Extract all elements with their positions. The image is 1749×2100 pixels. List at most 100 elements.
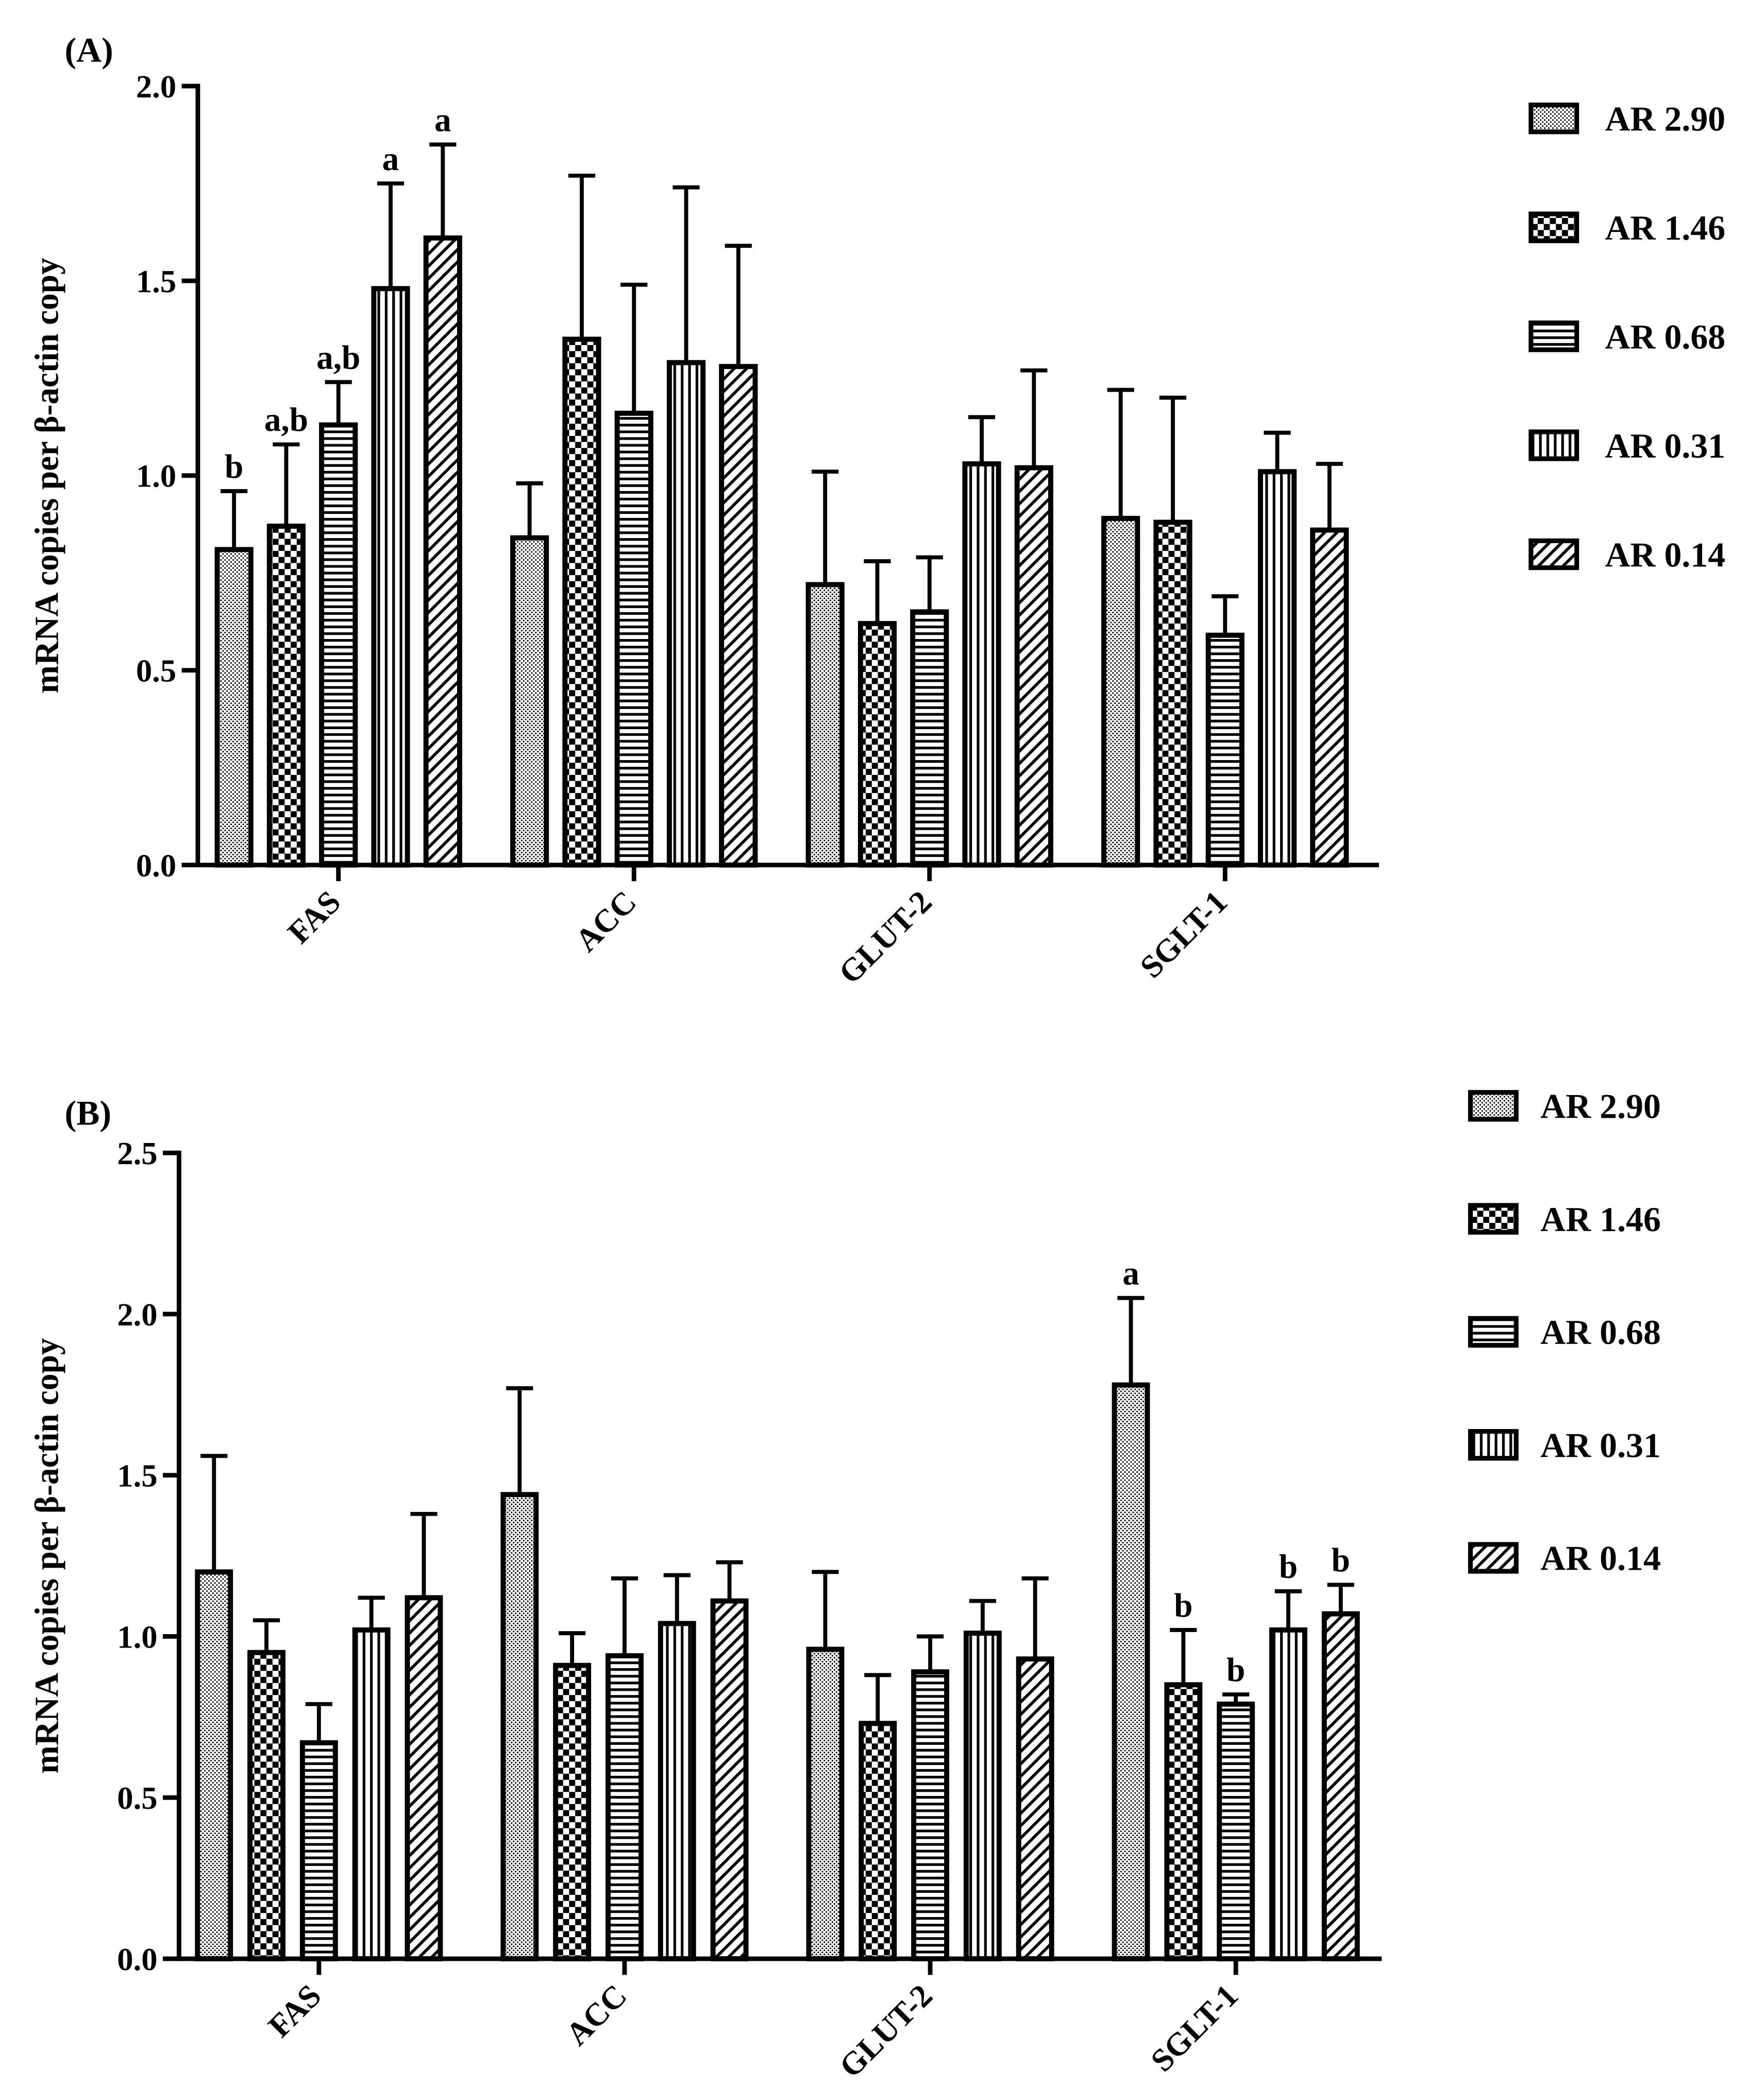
legend-swatch (1528, 538, 1579, 570)
bar-sglt-1-ar-2-90 (1112, 1382, 1150, 1961)
bar-sglt-1-ar-0-14 (1321, 1611, 1360, 1961)
panel-label: (B) (64, 1094, 111, 1132)
bar-glut-2-ar-1-46 (857, 621, 897, 868)
y-tick-label: 1.5 (117, 1458, 157, 1494)
bar-sglt-1-ar-0-68 (1205, 632, 1245, 868)
legend-item: AR 0.68 (1528, 317, 1725, 356)
bar-glut-2-ar-0-14 (1016, 1656, 1054, 1961)
bar-fas-ar-0-31 (352, 1627, 391, 1961)
bar-sglt-1-ar-2-90 (1101, 515, 1140, 868)
y-tick-label: 0.0 (136, 847, 176, 883)
legend-swatch (1468, 1203, 1519, 1235)
y-tick-label: 0.5 (117, 1780, 157, 1816)
x-category-label: ACC (568, 884, 643, 959)
y-axis-title: mRNA copies per β-actin copy (28, 1338, 65, 1773)
bar-sglt-1-ar-0-14 (1310, 527, 1349, 868)
legend-item: AR 0.14 (1528, 535, 1725, 574)
legend-item: AR 0.31 (1528, 427, 1726, 465)
significance-letter: b (1226, 1652, 1245, 1689)
bar-acc-ar-0-31 (658, 1621, 696, 1961)
legend-item: AR 1.46 (1528, 209, 1726, 247)
bar-glut-2-ar-1-46 (859, 1721, 897, 1961)
bar-fas-ar-1-46 (266, 524, 306, 868)
x-category-label: SGLT-1 (1133, 884, 1234, 985)
x-category-label: SGLT-1 (1143, 1977, 1245, 2078)
legend-item: AR 1.46 (1468, 1200, 1661, 1239)
x-category-label: GLUT-2 (832, 884, 939, 991)
legend-label: AR 1.46 (1540, 1200, 1661, 1239)
legend-swatch (1528, 429, 1579, 461)
x-category-label: FAS (261, 1977, 328, 2044)
legend-label: AR 0.31 (1540, 1426, 1661, 1465)
bar-fas-ar-0-14 (423, 235, 462, 868)
significance-letter: b (1174, 1587, 1192, 1624)
x-category-label: ACC (559, 1977, 633, 2052)
significance-letter: a (434, 102, 451, 139)
legend-label: AR 0.68 (1540, 1313, 1661, 1352)
bar-fas-ar-2-90 (195, 1569, 233, 1961)
bar-fas-ar-0-31 (371, 286, 410, 868)
legend-label: AR 0.14 (1540, 1539, 1661, 1578)
y-tick-label: 2.5 (117, 1135, 157, 1171)
y-tick-label: 1.0 (117, 1619, 157, 1655)
bar-acc-ar-2-90 (500, 1492, 539, 1961)
legend: AR 2.90 AR 1.46 AR 0.68 AR 0.31 AR 0.14 (1528, 99, 1726, 574)
bar-acc-ar-0-68 (614, 410, 653, 868)
bar-acc-ar-0-31 (666, 360, 706, 868)
significance-letter: b (225, 448, 243, 485)
legend-label: AR 0.31 (1605, 427, 1726, 465)
legend-swatch (1528, 320, 1579, 352)
bar-sglt-1-ar-0-31 (1257, 469, 1297, 868)
legend-swatch (1468, 1090, 1519, 1122)
panel-a: (A) mRNA copies per β-actin copy b a,ba,b aa… (28, 31, 1725, 990)
bar-fas-ar-0-68 (319, 422, 358, 868)
bar-fas-ar-2-90 (214, 547, 254, 868)
bar-fas-ar-0-14 (405, 1595, 443, 1961)
bar-glut-2-ar-0-31 (962, 461, 1001, 868)
y-tick-label: 1.0 (136, 458, 176, 494)
legend-item: AR 2.90 (1468, 1087, 1661, 1126)
legend-item: AR 0.31 (1468, 1426, 1661, 1465)
legend-label: AR 2.90 (1540, 1087, 1661, 1126)
legend-label: AR 1.46 (1605, 209, 1726, 247)
legend-swatch (1468, 1429, 1519, 1461)
bar-glut-2-ar-0-68 (910, 609, 949, 868)
bar-acc-ar-0-14 (719, 364, 758, 868)
y-tick-label: 2.0 (136, 69, 176, 105)
bar-acc-ar-0-68 (606, 1653, 644, 1961)
legend-item: AR 2.90 (1528, 99, 1726, 138)
legend-swatch (1468, 1542, 1519, 1574)
bars: b a,ba,b aa (214, 102, 1349, 868)
y-tick-label: 1.5 (136, 263, 176, 299)
bar-sglt-1-ar-0-31 (1269, 1627, 1307, 1961)
bar-glut-2-ar-0-31 (963, 1631, 1002, 1961)
legend-item: AR 0.68 (1468, 1313, 1661, 1352)
legend-swatch (1528, 103, 1579, 135)
bar-acc-ar-1-46 (553, 1662, 592, 1961)
y-tick-label: 0.0 (117, 1941, 157, 1977)
bar-glut-2-ar-0-68 (911, 1669, 950, 1961)
bar-sglt-1-ar-1-46 (1153, 519, 1192, 868)
bar-acc-ar-2-90 (510, 535, 549, 868)
bar-fas-ar-0-68 (299, 1740, 338, 1961)
legend-label: AR 2.90 (1605, 99, 1726, 138)
x-category-label: FAS (281, 884, 348, 951)
bar-sglt-1-ar-1-46 (1164, 1682, 1203, 1961)
legend-item: AR 0.14 (1468, 1539, 1661, 1578)
significance-letter: b (1279, 1549, 1298, 1586)
significance-letter: a (1122, 1255, 1139, 1292)
y-tick-label: 2.0 (117, 1297, 157, 1333)
bar-acc-ar-0-14 (710, 1598, 749, 1961)
significance-letter: a,b (316, 339, 360, 376)
bar-glut-2-ar-2-90 (806, 1647, 845, 1961)
panel-label: (A) (64, 31, 113, 70)
legend-swatch (1468, 1316, 1519, 1348)
bar-acc-ar-1-46 (562, 337, 601, 868)
significance-letter: a,b (264, 401, 308, 439)
significance-letter: a (382, 141, 399, 178)
bar-glut-2-ar-2-90 (805, 582, 845, 868)
legend-swatch (1528, 211, 1579, 243)
